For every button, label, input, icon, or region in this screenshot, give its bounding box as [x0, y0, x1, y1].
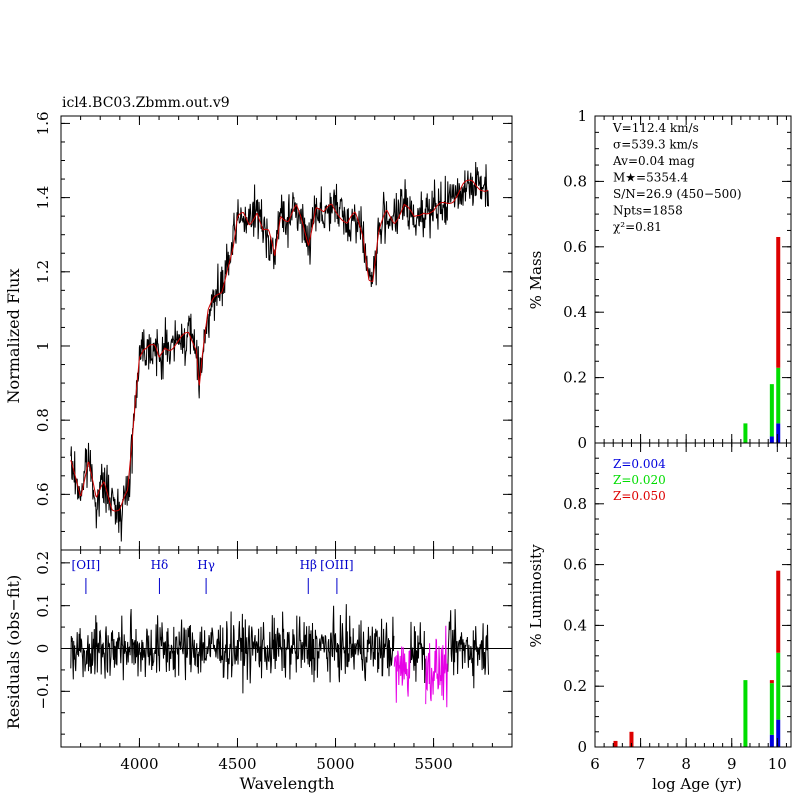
spectrum-ytick-label: 1.6 [34, 111, 52, 135]
stats-line: χ²=0.81 [613, 220, 662, 234]
luminosity-ytick-label: 0.6 [563, 556, 587, 574]
luminosity-bar [776, 719, 781, 747]
residuals-y-label: Residuals (obs−fit) [4, 575, 23, 729]
luminosity-xtick-label: 8 [681, 755, 691, 773]
spectrum-ytick-label: 1 [34, 341, 52, 351]
luminosity-y-label: % Luminosity [527, 544, 545, 648]
stats-line: M★=5354.4 [613, 171, 688, 185]
masked-residuals-line [393, 625, 448, 708]
mass-ytick-label: 0.2 [563, 369, 587, 387]
residuals-ytick-label: 0 [34, 644, 52, 654]
age-x-label: log Age (yr) [652, 775, 742, 793]
legend-entry: Z=0.050 [613, 489, 666, 503]
luminosity-bar [769, 734, 774, 747]
mass-bar [769, 436, 774, 443]
luminosity-ytick-label: 0 [577, 738, 587, 756]
line-marker-label: Hγ [197, 558, 215, 572]
residuals-xtick-label: 5500 [414, 755, 452, 773]
luminosity-bar [769, 683, 774, 735]
chart-title: icl4.BC03.Zbmm.out.v9 [62, 95, 230, 111]
stats-line: V=112.4 km/s [612, 121, 699, 135]
mass-bar [776, 236, 781, 368]
stats-line: S/N=26.9 (450−500) [613, 187, 742, 201]
luminosity-ytick-label: 0.2 [563, 677, 587, 695]
luminosity-bar [776, 570, 781, 653]
text-layer: icl4.BC03.Zbmm.out.v9 Normalized Flux Re… [4, 95, 742, 793]
luminosity-xtick-label: 6 [590, 755, 600, 773]
residuals-line [70, 604, 489, 694]
mass-ytick-label: 1 [577, 107, 587, 125]
residuals-xtick-label: 4500 [218, 755, 256, 773]
luminosity-panel: 0 0.2 0.4 0.6 0.8 6 7 8 9 10 Z=0.004 Z=0.020 Z=0.050 [563, 442, 792, 773]
luminosity-bar [769, 680, 774, 684]
mass-y-label: % Mass [527, 251, 545, 310]
luminosity-bar [629, 731, 634, 747]
stats-line: Av=0.04 mag [612, 154, 695, 168]
luminosity-xtick-label: 10 [768, 755, 787, 773]
mass-bar [769, 384, 774, 437]
residuals-xtick-label: 4000 [120, 755, 158, 773]
luminosity-ytick-label: 0.8 [563, 495, 587, 513]
line-marker-label: [OIII] [320, 558, 353, 572]
spectrum-y-label: Normalized Flux [4, 269, 23, 404]
observed-spectrum-line [70, 161, 489, 542]
spectrum-ytick-label: 0.6 [34, 482, 52, 506]
legend-entry: Z=0.004 [613, 457, 666, 471]
model-spectrum-line [70, 179, 489, 512]
mass-ytick-label: 0 [577, 434, 587, 452]
mass-bar [776, 423, 781, 443]
luminosity-bar [613, 740, 618, 747]
spectrum-ytick-label: 1.2 [34, 260, 52, 284]
residuals-panel: [OII] Hδ Hγ Hβ [OIII] −0.1 0 0.1 0.2 4000 4500 5000… [34, 549, 513, 773]
mass-bar [743, 423, 748, 443]
residuals-ytick-label: 0.1 [34, 594, 52, 618]
mass-bar [776, 367, 781, 424]
line-marker-label: Hδ [151, 558, 169, 572]
residuals-ytick-label: −0.1 [34, 673, 52, 709]
legend-entry: Z=0.020 [613, 473, 666, 487]
residuals-xtick-label: 5000 [316, 755, 354, 773]
mass-ytick-label: 0.6 [563, 238, 587, 256]
line-marker-label: Hβ [300, 558, 317, 572]
luminosity-ytick-label: 0.4 [563, 616, 587, 634]
luminosity-xtick-label: 9 [727, 755, 737, 773]
spectrum-ytick-label: 0.8 [34, 408, 52, 432]
mass-ytick-label: 0.4 [563, 303, 587, 321]
spectrum-panel: 0.6 0.8 1 1.2 1.4 1.6 [34, 111, 513, 551]
line-marker-label: [OII] [72, 558, 101, 572]
luminosity-xtick-label: 7 [636, 755, 646, 773]
mass-ytick-label: 0.8 [563, 172, 587, 190]
spectrum-x-label: Wavelength [240, 774, 335, 793]
spectrum-ytick-label: 1.4 [34, 186, 52, 210]
stats-line: Npts=1858 [613, 204, 683, 218]
luminosity-bar [776, 652, 781, 720]
stats-line: σ=539.3 km/s [613, 138, 698, 152]
luminosity-bar [743, 680, 748, 747]
residuals-ytick-label: 0.2 [34, 551, 52, 575]
